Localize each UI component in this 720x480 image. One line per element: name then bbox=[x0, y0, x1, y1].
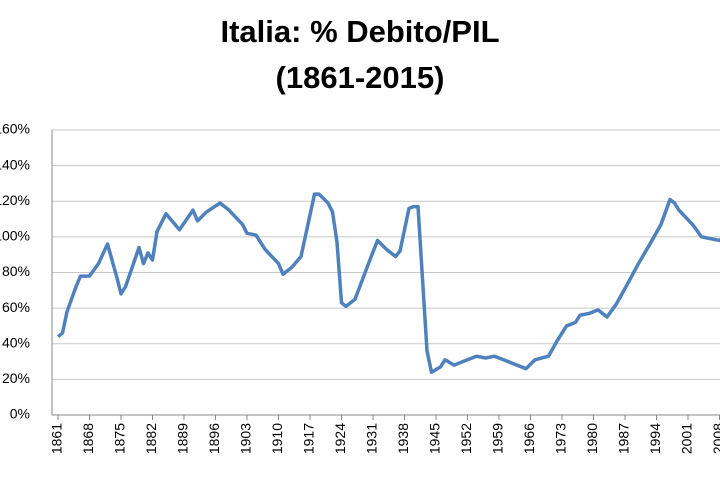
x-tick-label: 1973 bbox=[553, 423, 569, 454]
x-tick-label: 1903 bbox=[238, 423, 254, 454]
x-tick-label: 1924 bbox=[332, 423, 348, 454]
y-tick-label: 20% bbox=[2, 370, 30, 386]
y-tick-label: 60% bbox=[2, 299, 30, 315]
x-tick-label: 1917 bbox=[301, 423, 317, 454]
data-line bbox=[56, 192, 720, 374]
x-tick-label: 1952 bbox=[458, 423, 474, 454]
x-tick-label: 1987 bbox=[616, 423, 632, 454]
x-tick-label: 1931 bbox=[364, 423, 380, 454]
y-tick-label: 140% bbox=[0, 156, 30, 172]
y-tick-label: 80% bbox=[2, 263, 30, 279]
x-tick-label: 1896 bbox=[206, 423, 222, 454]
x-tick-label: 1994 bbox=[647, 423, 663, 454]
x-tick-label: 1938 bbox=[395, 423, 411, 454]
y-tick-label: 100% bbox=[0, 228, 30, 244]
y-tick-label: 160% bbox=[0, 121, 30, 137]
y-tick-label: 0% bbox=[10, 406, 30, 422]
chart-title: Italia: % Debito/PIL bbox=[220, 14, 499, 49]
x-tick-label: 1875 bbox=[112, 423, 128, 454]
y-tick-label: 120% bbox=[0, 192, 30, 208]
x-tick-label: 1980 bbox=[584, 423, 600, 454]
x-tick-label: 2001 bbox=[679, 423, 695, 454]
x-tick-label: 1868 bbox=[80, 423, 96, 454]
x-tick-label: 1966 bbox=[521, 423, 537, 454]
x-tick-label: 1882 bbox=[143, 423, 159, 454]
x-tick-label: 1945 bbox=[427, 423, 443, 454]
x-tick-label: 1910 bbox=[269, 423, 285, 454]
x-tick-label: 1861 bbox=[49, 423, 65, 454]
x-tick-label: 2008 bbox=[710, 423, 720, 454]
y-tick-label: 40% bbox=[2, 334, 30, 350]
chart-subtitle: (1861-2015) bbox=[276, 60, 445, 95]
x-tick-label: 1889 bbox=[175, 423, 191, 454]
x-tick-label: 1959 bbox=[490, 423, 506, 454]
